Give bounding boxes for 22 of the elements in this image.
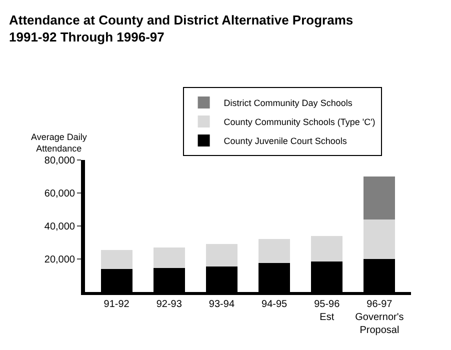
- y-tick-label: 60,000: [44, 188, 76, 200]
- bar: [100, 250, 132, 269]
- x-tick-label: 96-97 Governor's Proposal: [355, 299, 404, 336]
- bar: [153, 247, 185, 268]
- legend-label: County Community Schools (Type 'C'): [224, 117, 376, 128]
- y-tick-label: 80,000: [44, 156, 76, 166]
- bar: [311, 236, 343, 262]
- legend-label: District Community Day Schools: [224, 98, 353, 108]
- x-tick-label: 95-96 Est: [314, 299, 340, 323]
- legend-label: County Juvenile Court Schools: [224, 136, 348, 146]
- bar: [364, 176, 396, 220]
- x-tick-label: 91-92: [104, 299, 130, 310]
- bar: [364, 219, 396, 259]
- bar: [258, 239, 290, 264]
- y-tick-label: 20,000: [44, 254, 76, 266]
- y-axis-title: Average Daily Attendance: [31, 132, 88, 154]
- x-tick-label: 93-94: [208, 299, 235, 310]
- chart-title: Attendance at County and District Alternative Programs 1991-92 Through 1996-97: [9, 12, 354, 44]
- x-tick-label: 92-93: [156, 299, 182, 310]
- y-tick-label: 40,000: [44, 222, 76, 232]
- x-tick-label: 94-95: [262, 299, 288, 310]
- bar: [206, 244, 238, 266]
